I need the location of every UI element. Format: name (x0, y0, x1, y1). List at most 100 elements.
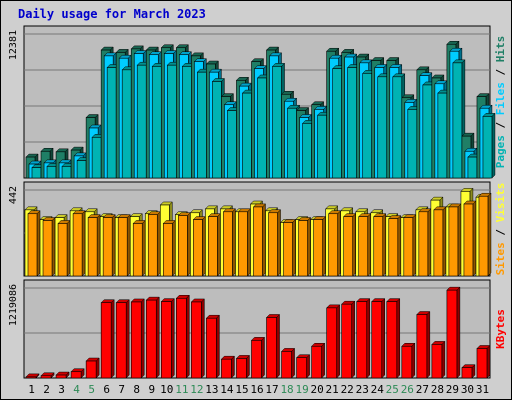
day-label-13: 13 (205, 383, 218, 396)
bar-pages-day-3 (61, 166, 72, 179)
bar-kbytes-day-22-side (351, 300, 355, 379)
day-label-12: 12 (190, 383, 203, 396)
bar-kbytes-day-5 (85, 360, 97, 379)
day-label-15: 15 (235, 383, 248, 396)
bar-pages-day-12 (197, 71, 207, 179)
bar-kbytes-day-15 (236, 358, 247, 379)
day-label-21: 21 (326, 383, 339, 396)
ymax-label-kbytes: 1219086 (8, 284, 19, 326)
bar-sites-day-30-side (472, 200, 477, 277)
day-label-11: 11 (175, 383, 188, 396)
bar-pages-day-13 (212, 81, 222, 179)
bar-kbytes-day-1 (25, 376, 37, 379)
bar-pages-day-30 (467, 156, 478, 179)
bar-sites-day-24 (373, 216, 384, 277)
bar-pages-day-6 (106, 67, 117, 179)
bar-kbytes-day-8-side (140, 298, 145, 379)
bar-kbytes-day-17-side (276, 313, 280, 379)
bar-sites-day-12-side (202, 215, 206, 277)
bar-sites-day-26-side (412, 214, 417, 277)
bar-sites-day-31-side (487, 192, 492, 277)
bar-sites-day-12 (193, 219, 203, 277)
day-label-6: 6 (103, 383, 110, 396)
bar-kbytes-day-18 (281, 351, 292, 379)
bar-sites-day-9 (147, 214, 158, 277)
bar-sites-day-20-side (322, 215, 326, 277)
bar-sites-day-7 (117, 217, 128, 277)
day-label-22: 22 (341, 383, 354, 396)
day-label-29: 29 (446, 383, 459, 396)
bar-sites-day-2 (42, 220, 53, 277)
bar-sites-day-24-side (382, 213, 386, 277)
panel-hits-files-pages-content (24, 33, 496, 179)
day-label-27: 27 (416, 383, 429, 396)
bar-pages-day-4 (76, 160, 87, 179)
bar-pages-day-11 (182, 66, 192, 179)
bar-kbytes-day-23 (356, 301, 368, 379)
bar-pages-day-14 (227, 110, 237, 179)
bar-kbytes-day-20 (311, 345, 322, 379)
bar-kbytes-day-4 (70, 371, 82, 379)
bar-kbytes-day-12-side (201, 298, 205, 379)
bar-pages-day-18 (287, 107, 297, 179)
bar-kbytes-day-5-side (95, 357, 100, 379)
bar-sites-day-11-side (187, 212, 191, 277)
bar-sites-day-22 (343, 216, 353, 277)
bar-kbytes-day-3 (55, 374, 67, 379)
side-label-hits-files-pages: Pages / Files / Hits (494, 36, 507, 169)
bar-sites-day-13-side (217, 213, 221, 277)
bar-kbytes-day-12 (191, 301, 202, 379)
day-label-24: 24 (371, 383, 385, 396)
bar-kbytes-day-16 (251, 340, 262, 379)
bar-sites-day-19 (298, 220, 308, 277)
bar-kbytes-day-2 (40, 375, 52, 379)
bar-pages-day-10 (166, 64, 177, 179)
bar-sites-day-1 (27, 213, 38, 277)
bar-kbytes-day-6 (100, 302, 112, 379)
bar-pages-day-27 (422, 84, 433, 179)
bar-pages-day-1 (31, 167, 42, 179)
bar-kbytes-day-20-side (321, 342, 325, 379)
bar-kbytes-day-13-side (216, 314, 220, 379)
bar-pages-day-16 (257, 77, 267, 179)
bar-sites-day-14 (223, 211, 233, 277)
bar-pages-day-2 (46, 166, 57, 179)
bar-sites-day-16-side (262, 203, 266, 277)
bar-pages-day-23 (362, 73, 373, 179)
bar-kbytes-day-29 (446, 289, 458, 379)
day-label-14: 14 (220, 383, 234, 396)
ymax-label-hits: 12381 (8, 30, 19, 60)
bar-pages-day-8 (136, 64, 147, 179)
bar-pages-day-31 (482, 116, 493, 179)
bar-kbytes-day-10 (160, 301, 172, 379)
bar-kbytes-day-25 (386, 301, 398, 379)
bar-kbytes-day-16-side (261, 336, 265, 379)
bar-sites-day-29 (448, 206, 459, 277)
bar-kbytes-day-28-side (441, 340, 446, 379)
bar-sites-day-3-side (66, 219, 71, 277)
bar-kbytes-day-22 (341, 303, 352, 379)
day-label-8: 8 (133, 383, 140, 396)
day-label-25: 25 (386, 383, 399, 396)
panel-kbytes-content (24, 286, 491, 379)
bar-pages-day-15 (242, 92, 252, 179)
bar-pages-day-9 (151, 66, 162, 179)
bar-kbytes-day-9 (145, 299, 157, 379)
side-label-pages: Pages (494, 135, 507, 168)
bar-pages-day-28 (437, 92, 448, 179)
bar-kbytes-day-31 (476, 348, 488, 379)
bar-kbytes-day-26-side (411, 342, 416, 379)
bar-kbytes-day-7 (115, 302, 127, 379)
bar-pages-day-22 (347, 67, 357, 179)
side-label-hits: Hits (494, 36, 507, 63)
day-label-3: 3 (58, 383, 65, 396)
bar-kbytes-day-26 (401, 345, 413, 379)
bar-sites-day-25 (388, 218, 399, 277)
bar-kbytes-day-8 (130, 301, 142, 379)
bar-pages-day-29 (452, 62, 463, 179)
bar-sites-day-23-side (367, 213, 371, 277)
bar-sites-day-18 (283, 222, 293, 277)
bar-sites-day-8 (132, 223, 143, 277)
bar-sites-day-19-side (307, 216, 311, 277)
bar-pages-day-25 (392, 76, 403, 179)
